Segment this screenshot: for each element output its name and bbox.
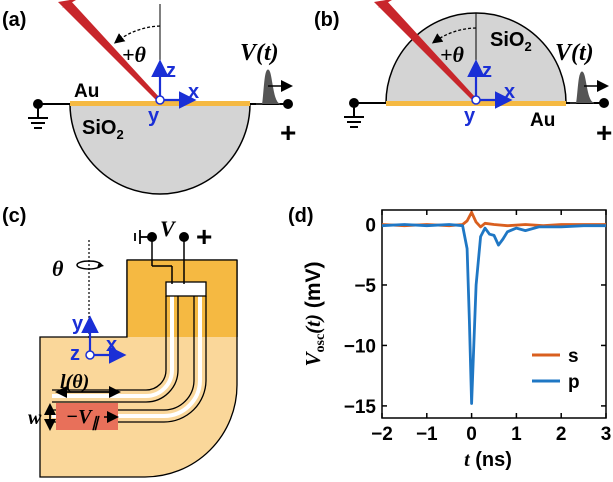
- x-label: x: [504, 81, 515, 103]
- channel-inner-top: [52, 296, 167, 391]
- z-label: z: [482, 60, 492, 82]
- right-terminal: [599, 98, 609, 108]
- channel-outer-top: [52, 296, 195, 411]
- silica-hemisphere: [69, 103, 251, 195]
- au-label: Au: [530, 110, 555, 131]
- x-tick-label: 3: [601, 424, 612, 445]
- x-tick-label: −1: [416, 424, 438, 445]
- z-label: z: [166, 60, 176, 82]
- theta-label: θ: [52, 256, 64, 281]
- ground-icon: [134, 230, 152, 244]
- x-label: x: [106, 334, 117, 356]
- x-tick-label: 0: [466, 424, 477, 445]
- pulse-icon: [256, 69, 281, 105]
- panel-b: (b) z x y +θ Au SiO2 V(t) +: [314, 0, 612, 148]
- ground-icon: [28, 104, 48, 129]
- panel-c: (c) V + θ: [2, 205, 238, 478]
- sio2-label: SiO2: [490, 29, 532, 54]
- channel-gap: [52, 296, 202, 418]
- x-tick-label: −2: [371, 424, 393, 445]
- length-label: l(θ): [60, 371, 89, 393]
- plus-sign: +: [280, 117, 296, 148]
- x-tick-label: 2: [556, 424, 567, 445]
- panel-a-label: (a): [2, 9, 26, 31]
- voltage-label: V: [160, 216, 177, 241]
- right-terminal: [283, 99, 293, 109]
- plus-sign: +: [196, 221, 212, 252]
- ground-icon: [344, 103, 364, 128]
- signal-label: V(t): [240, 40, 279, 66]
- contact-region: [127, 260, 237, 337]
- panel-a: (a) z x y +θ Au SiO2 V(t: [2, 0, 296, 195]
- contact-pad: [165, 281, 207, 297]
- z-axis-icon: [85, 350, 95, 360]
- y-tick-label: 0: [365, 216, 376, 237]
- y-tick-label: −5: [354, 276, 376, 297]
- y-label: y: [464, 105, 476, 127]
- signal-label: V(t): [555, 40, 594, 66]
- width-label: w: [28, 407, 42, 429]
- sio2-label: SiO2: [82, 117, 124, 142]
- x-tick-label: 1: [511, 424, 522, 445]
- right-terminal: [179, 232, 189, 242]
- z-label: z: [70, 343, 80, 365]
- panel-d-label: (d): [288, 205, 314, 227]
- laser-beam: [374, 0, 476, 101]
- y-axis-label: Vosc(t) (mV): [301, 261, 328, 366]
- au-label: Au: [74, 81, 99, 102]
- y-label: y: [72, 313, 84, 335]
- y-tick-label: −10: [344, 336, 376, 357]
- plus-sign: +: [596, 117, 612, 148]
- y-axis-icon: [155, 95, 165, 105]
- angle-arc: [431, 27, 477, 44]
- legend-label-s: s: [568, 346, 579, 367]
- series-line-p: [381, 223, 606, 405]
- theta-label: +θ: [122, 42, 147, 67]
- panel-b-label: (b): [314, 9, 340, 31]
- vpar-label: −V∥: [66, 406, 100, 431]
- panel-c-label: (c): [2, 205, 26, 227]
- angle-arc: [113, 25, 161, 44]
- laser-beam: [58, 0, 160, 101]
- legend-label-p: p: [568, 372, 580, 393]
- plot-frame: [381, 209, 607, 419]
- x-axis-label: t (ns): [464, 449, 512, 471]
- theta-label: +θ: [440, 42, 465, 67]
- y-label: y: [148, 105, 160, 127]
- x-label: x: [188, 81, 199, 103]
- y-axis-icon: [471, 95, 481, 105]
- channel-outer-bottom: [52, 296, 207, 423]
- pulse-icon: [570, 71, 595, 104]
- y-tick-label: −15: [344, 397, 377, 418]
